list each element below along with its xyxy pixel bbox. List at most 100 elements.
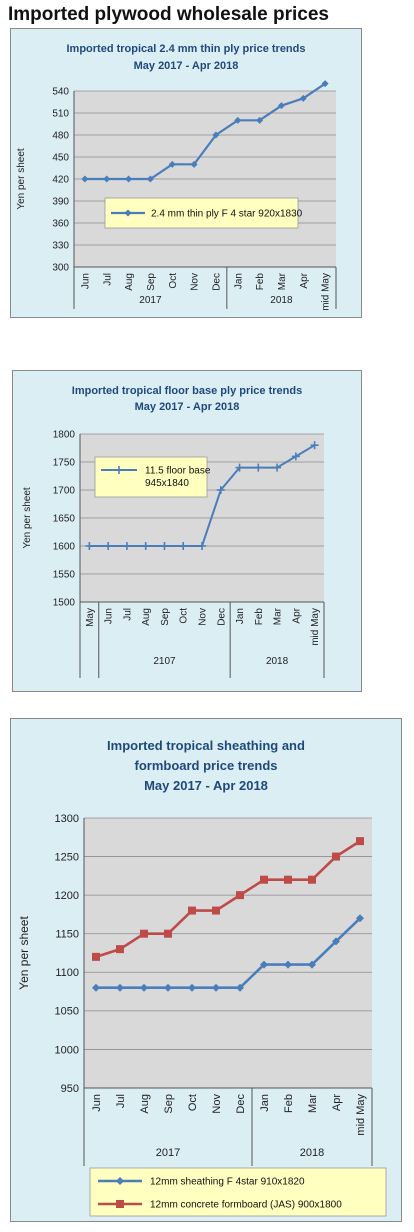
legend-swatch-marker — [116, 1200, 124, 1208]
x-tick-label: Sep — [146, 273, 157, 291]
x-tick-label: Jul — [115, 1094, 127, 1108]
year-label: 2018 — [300, 1147, 324, 1159]
y-tick-label: 1300 — [55, 813, 79, 825]
x-tick-label: Mar — [273, 607, 284, 625]
year-label: 2107 — [153, 656, 176, 667]
data-point — [85, 542, 94, 550]
data-point — [236, 891, 244, 900]
legend-label-line: 12mm sheathing F 4star 910x1820 — [150, 1177, 305, 1188]
y-tick-label: 1800 — [53, 430, 76, 441]
data-point — [160, 542, 169, 550]
data-point — [254, 463, 263, 472]
page-title: Imported plywood wholesale prices — [8, 4, 329, 25]
x-tick-label: Jan — [259, 1094, 271, 1112]
chart-title: Imported tropical sheathing and — [107, 738, 305, 753]
thin-ply-price-chart: Imported tropical 2.4 mm thin ply price … — [10, 28, 362, 318]
data-point — [190, 160, 198, 168]
y-tick-label: 1150 — [55, 929, 79, 941]
data-point — [122, 542, 131, 550]
y-tick-label: 360 — [52, 219, 69, 230]
x-tick-label: Jan — [233, 273, 244, 289]
y-tick-label: 950 — [61, 1083, 79, 1095]
data-point — [234, 116, 242, 124]
legend-label-line: 2.4 mm thin ply F 4 star 920x1830 — [151, 209, 303, 220]
data-point — [116, 983, 124, 992]
y-tick-label: 1750 — [53, 458, 76, 469]
data-point — [103, 175, 111, 183]
data-point — [188, 983, 196, 992]
data-point — [321, 80, 329, 88]
data-point — [310, 441, 319, 450]
data-point — [356, 837, 364, 846]
legend-box — [89, 1167, 387, 1217]
y-tick-label: 1200 — [55, 890, 79, 902]
floor-base-ply-price-chart: Imported tropical floor base ply price t… — [12, 370, 362, 692]
chart-title: Imported tropical floor base ply price t… — [72, 385, 302, 397]
sheathing-formboard-price-chart: Imported tropical sheathing and formboard… — [10, 718, 402, 1222]
y-tick-label: 330 — [52, 241, 69, 252]
y-axis-label: Yen per sheet — [22, 487, 33, 549]
x-tick-label: Oct — [168, 273, 179, 289]
data-point — [140, 929, 148, 938]
y-tick-label: 1500 — [53, 598, 76, 609]
chart-title: Imported tropical 2.4 mm thin ply price … — [67, 43, 306, 55]
legend-label-line: 945x1840 — [145, 478, 189, 489]
data-point — [260, 875, 268, 884]
data-point — [284, 960, 292, 969]
y-tick-label: 1650 — [53, 514, 76, 525]
legend-label: 2.4 mm thin ply F 4 star 920x1830 — [151, 209, 303, 220]
x-tick-label: Sep — [160, 608, 171, 626]
data-point — [198, 542, 206, 550]
data-point — [116, 945, 124, 954]
chart-subtitle: May 2017 - Apr 2018 — [135, 401, 240, 413]
y-tick-label: 390 — [52, 197, 69, 208]
data-point — [332, 852, 340, 861]
series-line — [84, 82, 326, 181]
x-tick-label: Nov — [190, 273, 201, 291]
y-tick-label: 300 — [52, 263, 69, 274]
x-tick-label: Jan — [235, 608, 246, 624]
data-point — [92, 983, 100, 992]
y-tick-label: 510 — [52, 109, 69, 120]
x-tick-label: mid May — [355, 1094, 367, 1136]
x-tick-label: Nov — [211, 1094, 223, 1114]
y-tick-label: 1100 — [55, 967, 79, 979]
data-point — [104, 542, 113, 550]
data-point — [256, 116, 264, 124]
x-tick-label: Mar — [307, 1094, 319, 1113]
x-tick-label: Oct — [187, 1094, 199, 1111]
data-point — [188, 906, 196, 915]
legend-label-line: 12mm concrete formboard (JAS) 900x1800 — [150, 1200, 342, 1211]
x-tick-label: mid May — [310, 608, 321, 646]
year-label: 2018 — [270, 295, 293, 306]
data-point — [81, 175, 89, 183]
legend-label-line: 11.5 floor base — [145, 466, 211, 477]
y-tick-label: 1000 — [55, 1044, 79, 1056]
legend-label: 12mm sheathing F 4star 910x1820 — [150, 1177, 305, 1188]
data-point — [236, 983, 244, 992]
legend-label: 11.5 floor base 945x1840 — [145, 466, 211, 490]
legend-box — [94, 456, 208, 498]
data-point — [125, 175, 133, 183]
x-tick-label: Jul — [122, 608, 133, 621]
data-point — [212, 906, 220, 915]
x-tick-label: Aug — [124, 273, 135, 291]
data-point — [212, 983, 220, 992]
data-point — [141, 542, 150, 550]
x-tick-label: Mar — [277, 272, 288, 290]
data-point — [235, 463, 244, 472]
y-tick-label: 1250 — [55, 851, 79, 863]
data-point — [146, 175, 154, 183]
x-tick-label: Dec — [216, 608, 227, 626]
data-point — [216, 486, 225, 494]
y-tick-label: 450 — [52, 153, 69, 164]
x-tick-label: Aug — [139, 1094, 151, 1114]
data-point — [273, 463, 282, 472]
plot-area — [84, 818, 372, 1088]
legend-label: 12mm concrete formboard (JAS) 900x1800 — [150, 1200, 342, 1211]
data-point — [260, 960, 268, 969]
y-tick-label: 1050 — [55, 1006, 79, 1018]
x-tick-label: Feb — [255, 273, 266, 291]
data-point — [332, 937, 340, 946]
x-tick-label: Jun — [80, 273, 91, 289]
